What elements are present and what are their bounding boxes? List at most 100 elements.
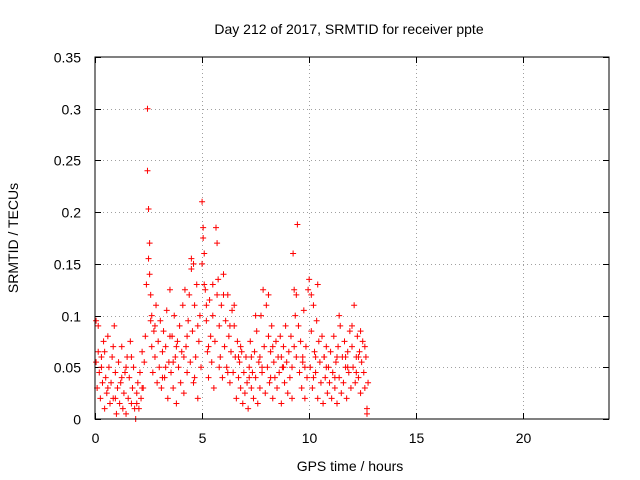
data-point-marker — [145, 206, 152, 213]
data-point-marker — [144, 167, 151, 174]
data-point-marker — [149, 369, 156, 376]
data-point-marker — [101, 405, 108, 412]
y-tick-label: 0.25 — [54, 153, 81, 169]
data-point-marker — [289, 364, 296, 371]
data-point-marker — [357, 328, 364, 335]
data-point-marker — [256, 353, 263, 360]
data-point-marker — [121, 369, 128, 376]
data-point-marker — [329, 369, 336, 376]
data-point-marker — [307, 364, 314, 371]
data-point-marker — [201, 281, 208, 288]
data-point-marker — [226, 322, 233, 329]
data-point-marker — [263, 302, 270, 309]
data-point-marker — [154, 379, 161, 386]
data-point-marker — [180, 353, 187, 360]
data-point-marker — [331, 374, 338, 381]
data-point-marker — [358, 359, 365, 366]
data-point-marker — [265, 333, 272, 340]
data-point-marker — [308, 291, 315, 298]
data-point-marker — [353, 369, 360, 376]
data-point-marker — [145, 255, 152, 262]
data-point-marker — [128, 400, 135, 407]
data-point-marker — [175, 364, 182, 371]
data-point-marker — [245, 405, 252, 412]
data-point-marker — [220, 291, 227, 298]
data-point-marker — [310, 374, 317, 381]
data-point-marker — [284, 390, 291, 397]
data-point-marker — [281, 379, 288, 386]
data-point-marker — [117, 379, 124, 386]
data-point-marker — [287, 333, 294, 340]
data-point-marker — [104, 384, 111, 391]
data-point-marker — [191, 302, 198, 309]
data-point-marker — [139, 348, 146, 355]
data-point-marker — [252, 374, 259, 381]
data-point-marker — [297, 338, 304, 345]
data-point-marker — [214, 240, 221, 247]
data-point-marker — [344, 364, 351, 371]
data-point-marker — [267, 348, 274, 355]
data-point-marker — [294, 221, 301, 228]
data-point-marker — [112, 369, 119, 376]
data-point-marker — [264, 364, 271, 371]
data-point-marker — [171, 312, 178, 319]
data-point-marker — [216, 364, 223, 371]
data-point-marker — [272, 338, 279, 345]
data-point-marker — [350, 364, 357, 371]
data-point-marker — [336, 312, 343, 319]
data-point-marker — [248, 353, 255, 360]
data-point-marker — [241, 390, 248, 397]
data-point-marker — [176, 322, 183, 329]
data-point-marker — [356, 348, 363, 355]
data-point-marker — [349, 322, 355, 329]
data-point-marker — [248, 384, 255, 391]
data-point-marker — [164, 395, 171, 402]
data-point-marker — [313, 317, 320, 324]
data-point-marker — [330, 333, 337, 340]
data-point-marker — [269, 343, 276, 350]
data-point-marker — [301, 395, 308, 402]
data-point-marker — [128, 353, 135, 360]
data-point-marker — [112, 395, 119, 402]
data-point-marker — [363, 410, 370, 417]
data-point-marker — [247, 338, 254, 345]
data-point-marker — [199, 198, 206, 205]
data-point-marker — [209, 312, 216, 319]
x-tick-label: 0 — [92, 430, 100, 446]
data-point-marker — [359, 338, 366, 345]
data-point-marker — [362, 353, 369, 360]
data-point-marker — [334, 353, 341, 360]
data-point-marker — [236, 359, 243, 366]
data-point-marker — [136, 369, 143, 376]
data-point-marker — [218, 302, 225, 309]
data-point-marker — [293, 291, 300, 298]
x-tick-label: 5 — [199, 430, 207, 446]
data-point-marker — [242, 353, 249, 360]
data-point-marker — [189, 328, 196, 335]
data-point-marker — [267, 374, 274, 381]
data-point-marker — [133, 400, 140, 407]
data-point-marker — [363, 405, 370, 412]
data-point-marker — [259, 364, 266, 371]
data-point-marker — [347, 384, 354, 391]
data-point-marker — [199, 260, 206, 267]
y-tick-label: 0.2 — [62, 205, 82, 221]
data-point-marker — [340, 379, 347, 386]
data-point-marker — [147, 317, 154, 324]
data-point-marker — [105, 364, 112, 371]
data-point-marker — [209, 281, 216, 288]
data-point-marker — [285, 348, 292, 355]
data-point-marker — [138, 395, 145, 402]
data-point-marker — [299, 353, 306, 360]
data-point-marker — [118, 374, 125, 381]
data-point-marker — [159, 374, 166, 381]
data-point-marker — [278, 353, 285, 360]
data-point-marker — [163, 307, 170, 314]
data-point-marker — [365, 379, 372, 386]
axis-ticks: 0 0.05 0.1 0.15 0.2 0.25 0.3 0.35 0 5 10 15 20 — [54, 50, 609, 446]
data-point-marker — [141, 359, 148, 366]
data-point-marker — [244, 379, 251, 386]
data-point-marker — [334, 400, 341, 407]
data-point-marker — [135, 405, 142, 412]
data-point-marker — [260, 286, 267, 293]
